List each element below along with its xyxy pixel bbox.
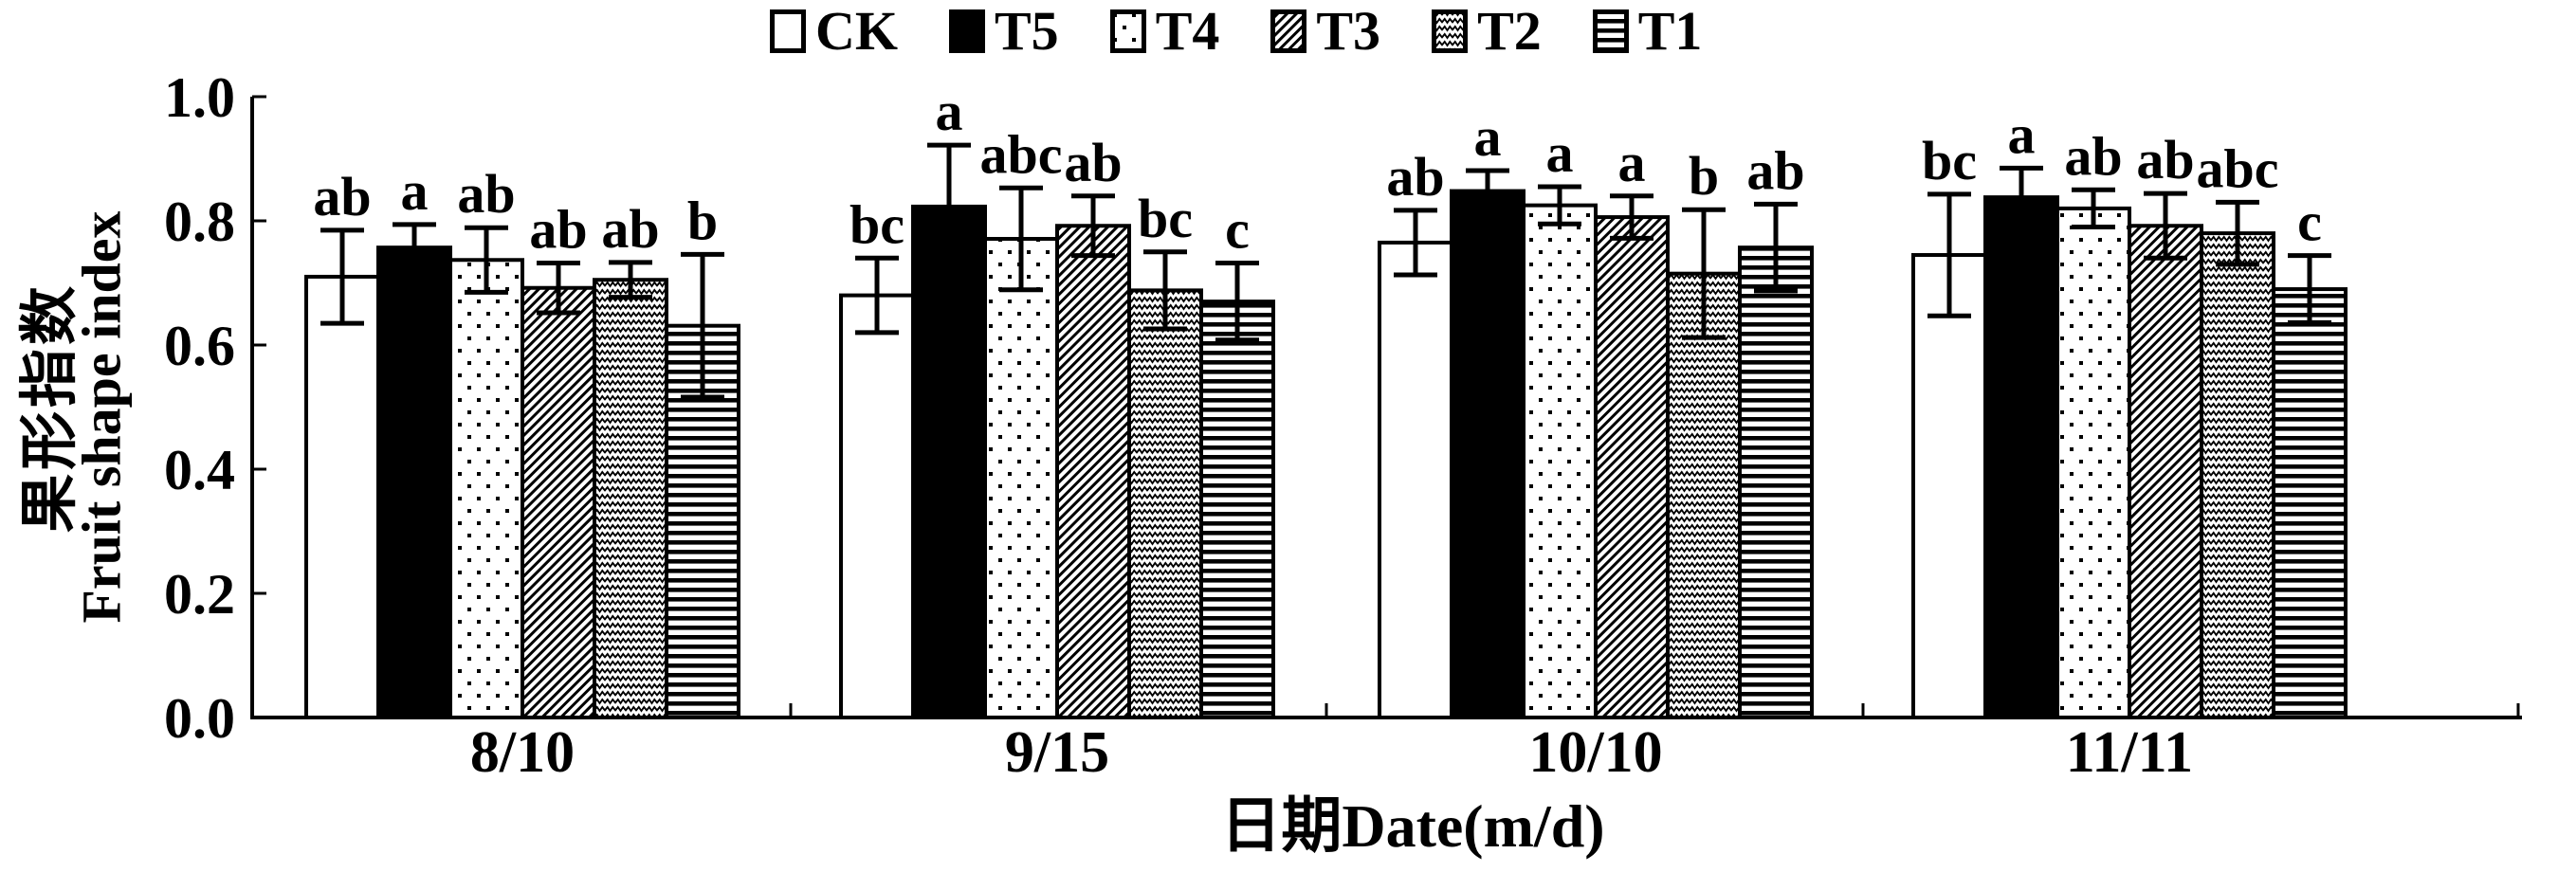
- x-category-label: 11/11: [2066, 720, 2193, 785]
- sig-letter: b: [1689, 145, 1719, 207]
- legend: CK T5 T4 T3 T2 T1: [770, 4, 1702, 59]
- bar-t2: [1127, 288, 1203, 719]
- sig-letter: ab: [1386, 146, 1444, 208]
- legend-item-t2: T2: [1432, 4, 1542, 59]
- sig-letter: ab: [313, 166, 371, 227]
- legend-item-t1: T1: [1592, 0, 1703, 62]
- bar-t1: [1738, 245, 1814, 719]
- legend-label-t2: T2: [1477, 0, 1542, 62]
- sig-letter: a: [1618, 132, 1646, 193]
- bar-t5: [376, 245, 452, 719]
- sig-letter: abc: [980, 123, 1063, 185]
- bar-t2: [2200, 231, 2275, 719]
- bar-t1: [1199, 300, 1275, 719]
- x-axis-title: 日期Date(m/d): [1220, 792, 1605, 860]
- sig-letter: a: [936, 81, 963, 142]
- sig-letter: a: [401, 160, 429, 222]
- y-tick-label: 1.0: [164, 66, 235, 129]
- bar-t5: [1983, 195, 2059, 720]
- bar-t4: [2055, 206, 2131, 719]
- y-tick-label: 0.6: [164, 315, 235, 377]
- legend-item-t3: T3: [1270, 4, 1380, 59]
- bar-t4: [983, 236, 1059, 719]
- bar-t2: [593, 278, 668, 719]
- legend-marker-t1-icon: [1592, 9, 1629, 53]
- legend-marker-t5-icon: [949, 9, 985, 53]
- sig-letter: ab: [457, 163, 515, 225]
- sig-letter: ab: [1064, 132, 1122, 193]
- bar-ck: [1378, 240, 1453, 720]
- sig-letter: c: [1225, 199, 1250, 261]
- sig-letter: b: [687, 190, 718, 251]
- sig-letter: ab: [1746, 139, 1804, 201]
- sig-letter: c: [2297, 191, 2322, 253]
- bar-ck: [304, 274, 380, 719]
- sig-letter: bc: [850, 193, 904, 255]
- bar-t4: [448, 258, 524, 719]
- legend-marker-t4-icon: [1109, 9, 1146, 53]
- legend-label-t4: T4: [1155, 0, 1220, 62]
- x-category-label: 8/10: [470, 720, 575, 785]
- bar-t5: [911, 204, 987, 719]
- sig-letter: ab: [601, 198, 659, 260]
- legend-item-ck: CK: [770, 4, 898, 59]
- sig-letter: ab: [529, 199, 587, 261]
- sig-letter: ab: [2136, 129, 2194, 191]
- sig-letter: ab: [2064, 125, 2122, 187]
- legend-marker-t3-icon: [1270, 9, 1307, 53]
- sig-letter: bc: [1138, 188, 1193, 249]
- legend-marker-t2-icon: [1432, 9, 1469, 53]
- legend-label-t3: T3: [1316, 0, 1381, 62]
- bar-t3: [521, 285, 596, 719]
- bar-t4: [1522, 203, 1598, 719]
- bar-t5: [1450, 189, 1526, 719]
- legend-item-t5: T5: [949, 4, 1059, 59]
- legend-label-t1: T1: [1637, 0, 1703, 62]
- sig-letter: abc: [2197, 137, 2279, 199]
- bar-t1: [2272, 287, 2348, 719]
- sig-letter: a: [1474, 106, 1502, 168]
- y-tick-label: 0.2: [164, 563, 235, 626]
- legend-label-ck: CK: [815, 0, 898, 62]
- x-category-label: 10/10: [1528, 720, 1662, 785]
- legend-marker-ck-icon: [770, 9, 806, 53]
- sig-letter: a: [1546, 122, 1574, 184]
- bar-t3: [2128, 224, 2203, 720]
- bar-t2: [1666, 271, 1742, 719]
- bar-ck: [839, 293, 915, 719]
- y-tick-label: 0.0: [164, 687, 235, 750]
- x-category-label: 9/15: [1005, 720, 1109, 785]
- y-tick-label: 0.4: [164, 439, 235, 501]
- legend-label-t5: T5: [995, 0, 1059, 62]
- bar-ck: [1911, 253, 1987, 719]
- y-tick-label: 0.8: [164, 191, 235, 253]
- bar-t3: [1594, 215, 1670, 719]
- sig-letter: bc: [1922, 130, 1977, 191]
- bar-t3: [1055, 224, 1131, 720]
- legend-item-t4: T4: [1109, 0, 1220, 62]
- sig-letter: a: [2008, 103, 2036, 165]
